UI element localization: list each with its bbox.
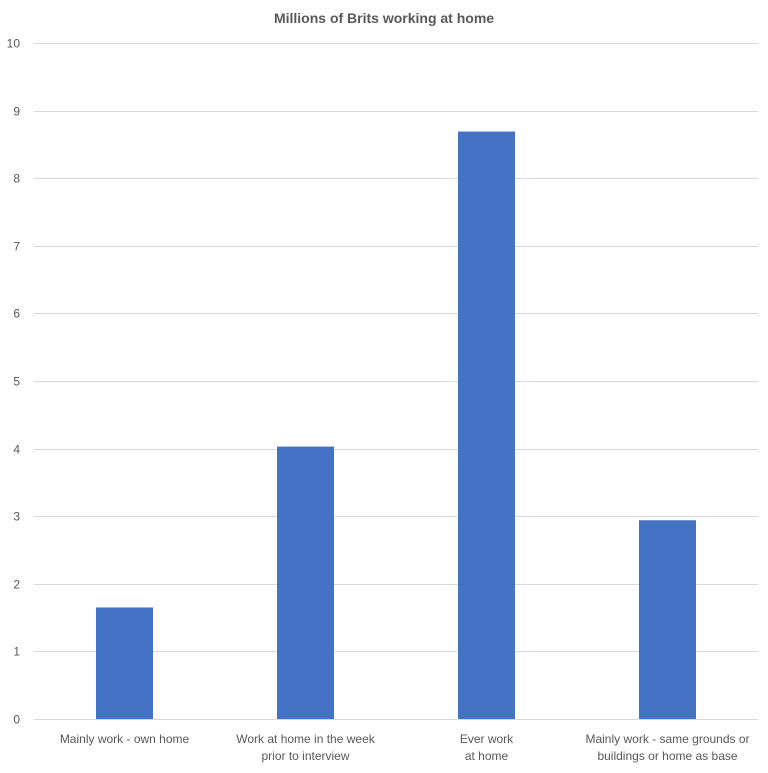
y-tick-label: 8 — [13, 172, 20, 186]
y-tick-label: 6 — [13, 307, 20, 321]
y-tick-label: 0 — [13, 713, 20, 727]
y-tick-label: 10 — [7, 37, 21, 51]
y-tick-label: 1 — [13, 645, 20, 659]
y-tick-label: 2 — [13, 578, 20, 592]
bar — [458, 131, 515, 719]
y-tick-label: 7 — [13, 240, 20, 254]
x-category-label-line: Mainly work - same grounds or — [585, 732, 749, 746]
x-category-label: Mainly work - own home — [60, 732, 190, 746]
bar — [96, 607, 153, 719]
y-axis-ticks: 0 1 2 3 4 5 6 7 8 9 10 — [7, 37, 21, 727]
x-category-label-line: at home — [465, 749, 509, 763]
x-category-label-line: Ever work — [460, 732, 514, 746]
y-tick-label: 4 — [13, 443, 20, 457]
x-axis-labels: Mainly work - own home Work at home in th… — [60, 732, 750, 763]
x-category-label-line: buildings or home as base — [597, 749, 737, 763]
bar — [277, 446, 334, 719]
bars — [96, 131, 696, 719]
x-category-label-line: prior to interview — [261, 749, 349, 763]
x-category-label-line: Mainly work - own home — [60, 732, 190, 746]
x-category-label: Mainly work - same grounds or buildings o… — [585, 732, 749, 763]
x-category-label-line: Work at home in the week — [236, 732, 376, 746]
x-category-label: Work at home in the week prior to intervi… — [236, 732, 376, 763]
x-category-label: Ever work at home — [460, 732, 514, 763]
bar — [639, 520, 696, 719]
y-tick-label: 5 — [13, 375, 20, 389]
gridlines — [34, 43, 758, 720]
chart-title: Millions of Brits working at home — [274, 10, 494, 26]
y-tick-label: 3 — [13, 510, 20, 524]
y-tick-label: 9 — [13, 105, 20, 119]
